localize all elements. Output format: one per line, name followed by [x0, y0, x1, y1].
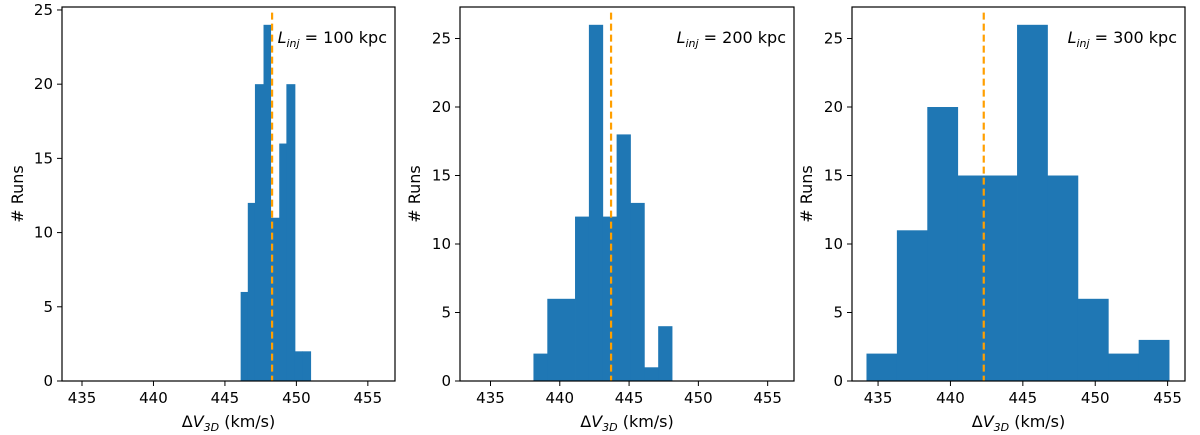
y-tick-label: 15	[432, 167, 451, 185]
histogram-bar	[294, 351, 303, 381]
x-tick-label: 440	[139, 389, 168, 407]
histogram-bar	[896, 230, 928, 381]
y-axis-label: # Runs	[797, 165, 816, 223]
histogram-bar	[286, 84, 296, 382]
x-tick-label: 445	[615, 389, 644, 407]
histogram-bar	[630, 202, 645, 381]
y-tick-label: 20	[34, 75, 53, 93]
histogram-bar	[644, 367, 659, 381]
y-tick-label: 10	[432, 235, 451, 253]
histogram-bar	[588, 24, 604, 382]
x-tick-label: 455	[1153, 389, 1182, 407]
y-tick-label: 25	[34, 1, 53, 19]
histogram-panel-1: 435 440 445 450 455 0 5 10 15 20 25 ΔV3D (km/s) # Ru…	[8, 1, 396, 434]
histogram-bar	[1077, 298, 1109, 381]
histogram-panel-2: 435 440 445 450 455 0 5 10 15 20 25 ΔV3D (km/s) # Ru…	[405, 6, 795, 434]
histogram-bar	[658, 326, 673, 381]
histogram-bar	[986, 175, 1018, 381]
y-tick-label: 0	[441, 372, 451, 390]
x-axis-label: ΔV3D (km/s)	[182, 412, 276, 434]
x-tick-label: 435	[68, 389, 97, 407]
x-tick-label: 455	[753, 389, 782, 407]
y-tick-label: 10	[824, 235, 843, 253]
x-tick-label: 455	[354, 389, 383, 407]
y-tick-label: 5	[43, 298, 53, 316]
y-tick-label: 0	[43, 372, 53, 390]
x-tick-label: 450	[684, 389, 713, 407]
x-tick-label: 435	[476, 389, 505, 407]
x-tick-label: 450	[282, 389, 311, 407]
y-axis-label: # Runs	[8, 165, 27, 223]
x-tick-label: 450	[1081, 389, 1110, 407]
histogram-bar	[270, 217, 280, 381]
histogram-panel-3: 435 440 445 450 455 0 5 10 15 20 25 ΔV3D (km/s) # Ru…	[797, 6, 1186, 434]
y-axis-label: # Runs	[405, 165, 424, 223]
y-tick-label: 15	[34, 149, 53, 167]
histogram-bar	[1017, 24, 1048, 382]
axes-frame	[61, 6, 396, 382]
histogram-bar	[1108, 353, 1140, 381]
x-tick-label: 445	[1009, 389, 1038, 407]
histogram-bar	[1138, 339, 1170, 381]
histogram-bar	[616, 134, 631, 381]
x-tick-label: 445	[211, 389, 240, 407]
histogram-bar	[602, 216, 618, 381]
x-axis-label: ΔV3D (km/s)	[972, 412, 1066, 434]
histogram-bar	[547, 298, 576, 381]
axes-frame	[459, 6, 795, 382]
y-tick-label: 20	[432, 98, 451, 116]
histogram-bar	[263, 24, 272, 382]
x-tick-label: 440	[545, 389, 574, 407]
x-axis-label: ΔV3D (km/s)	[580, 412, 674, 434]
histogram-bar	[279, 143, 287, 381]
histogram-bar	[575, 216, 590, 381]
y-tick-label: 5	[441, 304, 451, 322]
x-tick-label: 440	[936, 389, 965, 407]
y-tick-label: 0	[833, 372, 843, 390]
y-tick-label: 15	[824, 167, 843, 185]
histogram-bar	[247, 202, 256, 381]
y-tick-label: 5	[833, 304, 843, 322]
histogram-bar	[927, 107, 959, 381]
axes-frame	[851, 6, 1186, 382]
histogram-bar	[1047, 175, 1079, 381]
histogram-bar	[866, 353, 898, 381]
histogram-bar	[533, 353, 548, 381]
histogram-bar	[957, 175, 988, 381]
x-tick-label: 435	[864, 389, 893, 407]
annotation-label: Linj = 100 kpc	[278, 28, 387, 50]
y-tick-label: 25	[432, 30, 451, 48]
histogram-bar	[302, 351, 312, 381]
y-tick-label: 25	[824, 30, 843, 48]
histogram-bar	[240, 291, 249, 381]
y-tick-label: 20	[824, 98, 843, 116]
y-tick-label: 10	[34, 224, 53, 242]
histogram-bar	[254, 84, 264, 382]
annotation-label: Linj = 300 kpc	[1068, 28, 1177, 50]
annotation-label: Linj = 200 kpc	[677, 28, 786, 50]
